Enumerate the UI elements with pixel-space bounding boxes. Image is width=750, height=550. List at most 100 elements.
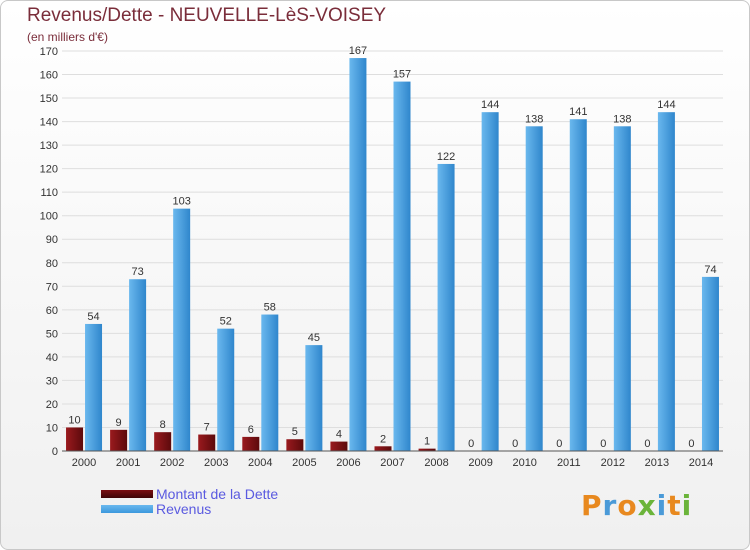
- y-tick-label: 150: [40, 93, 58, 105]
- revenus-bar: [129, 279, 147, 451]
- logo-letter: i: [681, 489, 693, 522]
- revenus-data-label: 54: [87, 311, 99, 323]
- revenus-data-label: 122: [437, 151, 455, 163]
- logo-letter: o: [617, 489, 638, 522]
- dette-data-label: 9: [116, 417, 122, 429]
- dette-data-label: 1: [424, 436, 430, 448]
- revenus-data-label: 144: [481, 99, 499, 111]
- x-tick-label: 2002: [160, 457, 184, 469]
- chart-title: Revenus/Dette - NEUVELLE-LèS-VOISEY: [27, 5, 387, 26]
- revenus-data-label: 103: [172, 196, 190, 208]
- y-tick-label: 120: [40, 164, 58, 176]
- x-tick-label: 2003: [204, 457, 228, 469]
- x-tick-label: 2001: [116, 457, 140, 469]
- revenus-data-label: 52: [220, 316, 232, 328]
- y-tick-label: 40: [46, 352, 58, 364]
- y-axis-ticks: 0 10 20 30 40 50 60 70 80 90 100 110 120 130 140 150 160…: [40, 46, 58, 458]
- dette-data-label: 0: [600, 438, 606, 450]
- dette-data-label: 0: [644, 438, 650, 450]
- x-tick-label: 2013: [645, 457, 669, 469]
- x-axis-ticks: 2000 2001 2002 2003 2004 2005 2006 2007 2008 2009…: [72, 457, 713, 469]
- x-tick-label: 2009: [468, 457, 492, 469]
- revenus-bar: [569, 119, 587, 451]
- dette-data-label: 2: [380, 433, 386, 445]
- dette-data-label: 10: [68, 414, 80, 426]
- revenus-data-label: 167: [349, 45, 367, 57]
- x-tick-label: 2011: [557, 457, 581, 469]
- grid-lines: [62, 50, 723, 428]
- dette-data-label: 4: [336, 429, 342, 441]
- revenus-bar: [437, 163, 455, 452]
- logo-letter: x: [637, 489, 657, 522]
- x-tick-label: 2014: [689, 457, 713, 469]
- legend-label-revenus: Revenus: [156, 501, 212, 517]
- legend-swatch-revenus: [101, 505, 153, 513]
- dette-bar: [66, 427, 84, 451]
- y-tick-label: 50: [46, 328, 58, 340]
- x-tick-label: 2012: [601, 457, 625, 469]
- y-tick-label: 170: [40, 46, 58, 58]
- dette-bar: [198, 434, 216, 451]
- logo-letter: P: [581, 489, 603, 522]
- revenus-bar: [481, 112, 499, 452]
- dette-bar: [242, 436, 260, 451]
- dette-data-label: 7: [204, 422, 210, 434]
- revenus-bar: [657, 112, 675, 452]
- bars: [66, 58, 719, 452]
- x-tick-label: 2000: [72, 457, 96, 469]
- y-tick-label: 0: [52, 446, 58, 458]
- legend-label-dette: Montant de la Dette: [156, 486, 279, 502]
- revenus-data-label: 45: [308, 332, 320, 344]
- revenus-bar: [173, 208, 191, 451]
- revenus-data-label: 58: [264, 302, 276, 314]
- y-tick-label: 20: [46, 399, 58, 411]
- y-tick-label: 130: [40, 140, 58, 152]
- logo-letter: i: [656, 489, 668, 522]
- revenus-bar: [613, 126, 631, 451]
- dette-data-label: 0: [688, 438, 694, 450]
- revenus-bar: [701, 276, 719, 451]
- dette-bar: [154, 432, 172, 451]
- revenus-data-label: 144: [657, 99, 675, 111]
- dette-bar: [286, 439, 304, 451]
- x-tick-label: 2010: [512, 457, 536, 469]
- dette-bar: [374, 446, 392, 451]
- y-tick-label: 100: [40, 211, 58, 223]
- chart-subtitle: (en milliers d'€): [27, 30, 108, 44]
- x-tick-label: 2005: [292, 457, 316, 469]
- revenus-data-label: 157: [393, 69, 411, 81]
- y-tick-label: 110: [40, 187, 58, 199]
- dette-bar: [418, 448, 436, 451]
- y-tick-label: 160: [40, 70, 58, 82]
- dette-data-label: 5: [292, 426, 298, 438]
- revenus-bar: [349, 58, 367, 451]
- x-tick-label: 2004: [248, 457, 272, 469]
- dette-data-label: 8: [160, 419, 166, 431]
- revenus-bar: [393, 81, 411, 452]
- revenus-bar: [261, 314, 279, 451]
- x-tick-label: 2007: [380, 457, 404, 469]
- revenus-bar: [217, 328, 235, 451]
- y-tick-label: 80: [46, 258, 58, 270]
- y-tick-label: 70: [46, 281, 58, 293]
- dette-data-label: 0: [556, 438, 562, 450]
- dette-data-label: 6: [248, 424, 254, 436]
- revenus-data-label: 138: [613, 113, 631, 125]
- y-tick-label: 60: [46, 305, 58, 317]
- logo-letter: t: [667, 489, 682, 522]
- revenus-bar: [305, 345, 323, 451]
- y-tick-label: 10: [46, 422, 58, 434]
- legend-swatch-dette: [101, 490, 153, 498]
- data-labels: 10 54 9 73 8 103 7 52 6 58 5 45 4 167 2 157 1 122 0 144 0 138…: [68, 45, 716, 450]
- revenus-data-label: 138: [525, 113, 543, 125]
- y-tick-label: 30: [46, 375, 58, 387]
- bar-chart: 0102030405060708090100110120130140150160…: [40, 45, 723, 469]
- y-tick-label: 90: [46, 234, 58, 246]
- x-tick-label: 2006: [336, 457, 360, 469]
- revenus-bar: [85, 323, 103, 451]
- proxiti-logo: Proxiti: [581, 489, 692, 525]
- logo-letter: r: [602, 489, 618, 522]
- dette-data-label: 0: [512, 438, 518, 450]
- dette-bar: [110, 429, 128, 451]
